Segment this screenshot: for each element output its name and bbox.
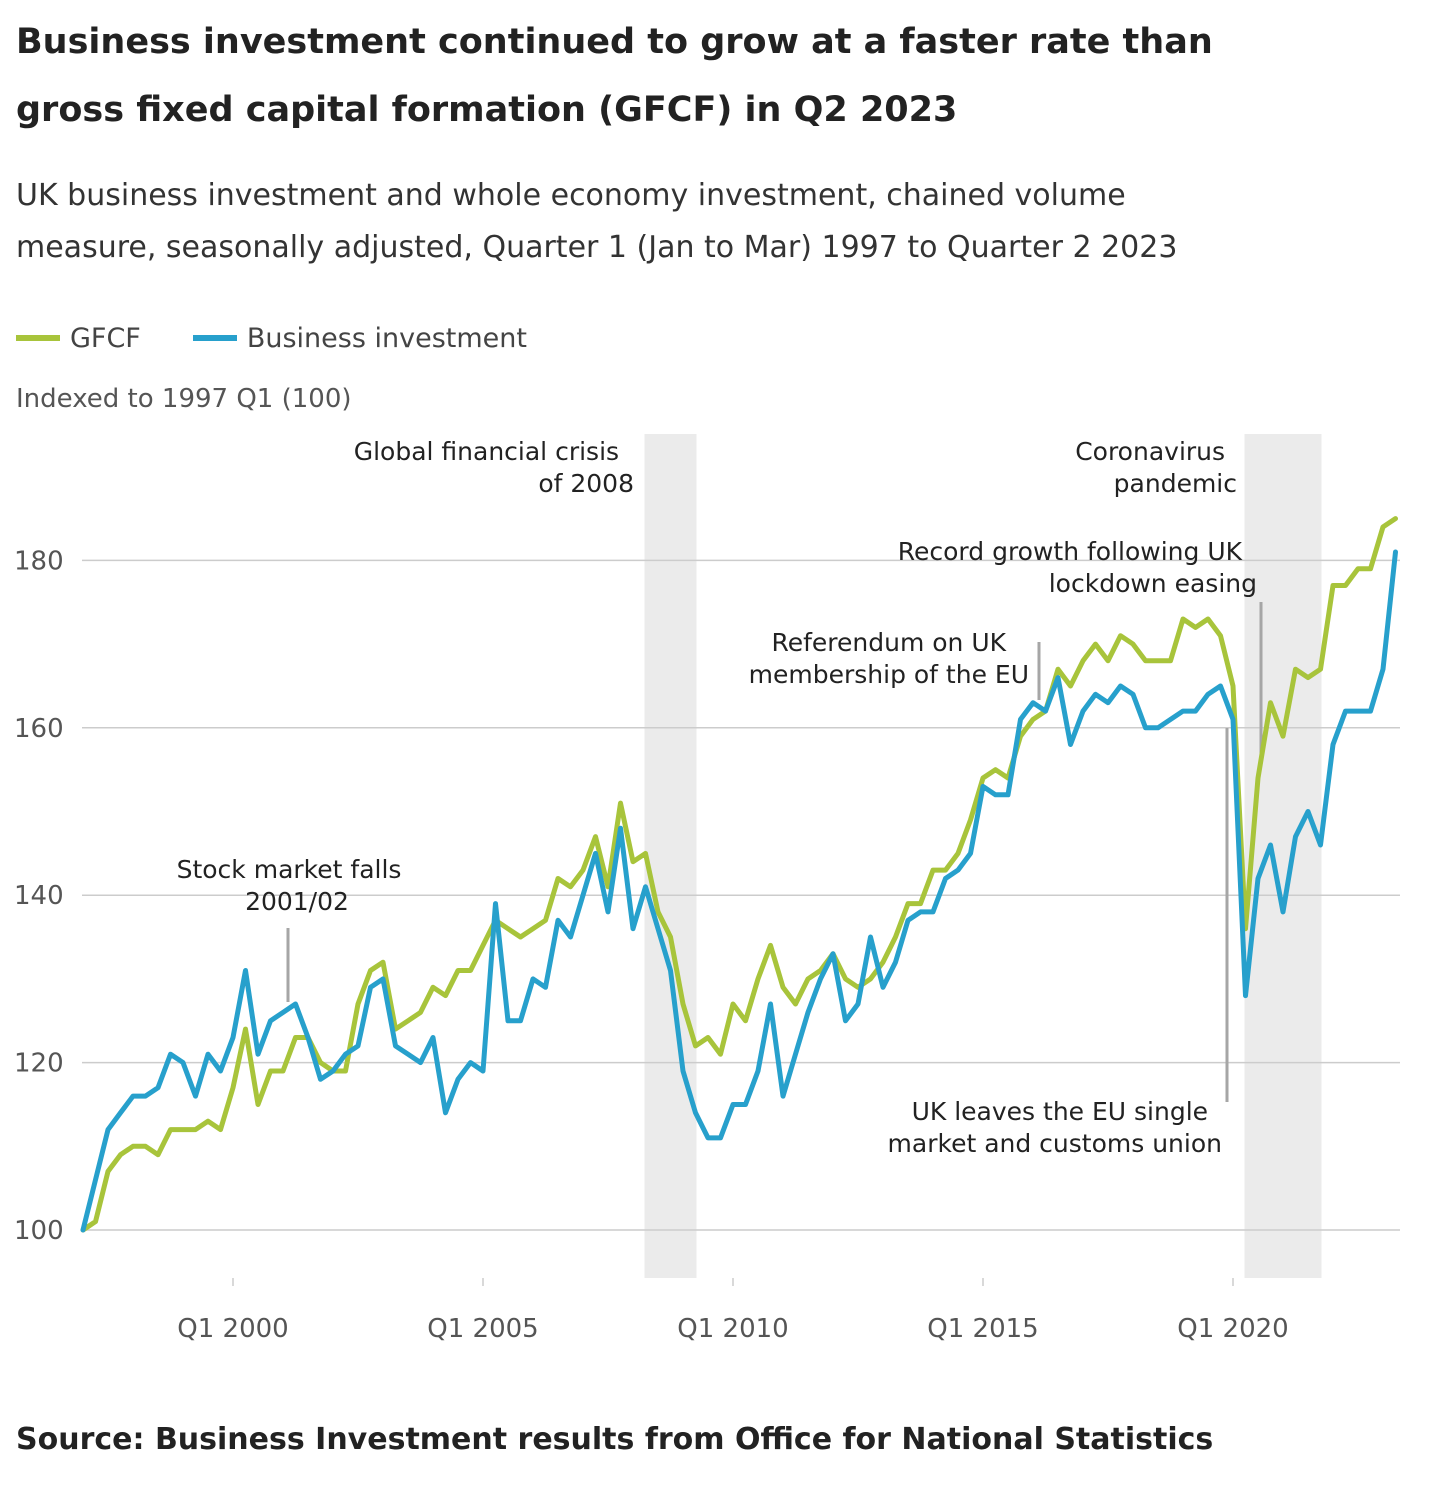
y-tick-label-180: 180 <box>14 546 64 576</box>
source-note: Source: Business Investment results from… <box>16 1422 1214 1457</box>
series-line-gfcf <box>80 516 1398 1233</box>
series-line-business-investment <box>80 549 1398 1233</box>
annotation-leader-lines <box>286 602 1263 1102</box>
shaded-period-financial-crisis <box>644 434 697 1278</box>
legend-swatch-gfcf <box>16 335 60 341</box>
chart-title: Business investment continued to grow at… <box>16 8 1416 144</box>
title-line-1: Business investment continued to grow at… <box>16 22 1213 62</box>
subtitle-line-2: measure, seasonally adjusted, Quarter 1 … <box>16 230 1178 265</box>
annotation-brexit: UK leaves the EU single market and custo… <box>888 1097 1222 1158</box>
annotation-stock-market: Stock market falls 2001/02 <box>177 855 410 916</box>
x-tick-label-2000: Q1 2000 <box>177 1314 288 1344</box>
y-tick-label-100: 100 <box>14 1216 64 1246</box>
y-tick-label-120: 120 <box>14 1049 64 1079</box>
shaded-periods <box>644 434 1322 1278</box>
x-tick-label-2005: Q1 2005 <box>427 1314 538 1344</box>
x-tick-label-2015: Q1 2015 <box>927 1314 1038 1344</box>
legend-swatch-business-investment <box>192 335 237 341</box>
y-axis-units-label: Indexed to 1997 Q1 (100) <box>16 384 352 414</box>
y-tick-label-160: 160 <box>14 714 64 744</box>
annotations: Stock market falls 2001/02 Global financ… <box>177 437 1257 1158</box>
chart-subtitle: UK business investment and whole economy… <box>16 170 1416 274</box>
legend-label-gfcf: GFCF <box>70 322 141 354</box>
annotation-record-growth: Record growth following UK lockdown easi… <box>898 537 1257 598</box>
legend: GFCF Business investment <box>16 318 579 358</box>
legend-label-business-investment: Business investment <box>246 322 527 354</box>
grid-lines <box>82 559 1400 1231</box>
title-line-2: gross fixed capital formation (GFCF) in … <box>16 90 958 130</box>
annotation-global-financial-crisis: Global financial crisis of 2008 <box>354 437 634 498</box>
series-lines <box>80 516 1398 1233</box>
x-tick-label-2010: Q1 2010 <box>677 1314 788 1344</box>
legend-item-gfcf[interactable]: GFCF <box>16 323 141 354</box>
subtitle-line-1: UK business investment and whole economy… <box>16 178 1126 213</box>
legend-item-business-investment[interactable]: Business investment <box>192 322 527 354</box>
annotation-coronavirus: Coronavirus pandemic <box>1075 437 1237 498</box>
annotation-referendum: Referendum on UK membership of the EU <box>749 628 1029 689</box>
x-tick-label-2020: Q1 2020 <box>1177 1314 1288 1344</box>
y-axis-ticks: 100 120 140 160 180 <box>14 546 64 1246</box>
y-tick-label-140: 140 <box>14 881 64 911</box>
shaded-period-coronavirus <box>1244 434 1322 1278</box>
x-axis-ticks: Q1 2000 Q1 2005 Q1 2010 Q1 2015 Q1 2020 <box>177 1278 1289 1344</box>
